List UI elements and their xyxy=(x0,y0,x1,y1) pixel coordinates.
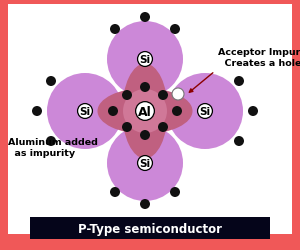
Text: Si: Si xyxy=(140,55,151,65)
Circle shape xyxy=(140,83,150,93)
Circle shape xyxy=(234,136,244,146)
Circle shape xyxy=(172,106,182,117)
Ellipse shape xyxy=(122,64,168,159)
Text: Aluminum added
  as impurity: Aluminum added as impurity xyxy=(8,138,98,157)
Circle shape xyxy=(47,74,123,150)
Text: Si: Si xyxy=(200,106,211,117)
Circle shape xyxy=(46,77,56,87)
Circle shape xyxy=(32,106,42,117)
Circle shape xyxy=(122,91,132,101)
Circle shape xyxy=(123,90,167,134)
Text: Si: Si xyxy=(80,106,91,117)
Circle shape xyxy=(122,122,132,132)
Circle shape xyxy=(158,91,168,101)
Text: Al: Al xyxy=(138,105,152,118)
Ellipse shape xyxy=(98,89,193,134)
Circle shape xyxy=(248,106,258,117)
Circle shape xyxy=(234,77,244,87)
FancyBboxPatch shape xyxy=(8,5,292,234)
Circle shape xyxy=(108,106,118,117)
Circle shape xyxy=(140,13,150,23)
Circle shape xyxy=(140,130,150,140)
Circle shape xyxy=(140,199,150,209)
Circle shape xyxy=(170,25,180,35)
Circle shape xyxy=(172,89,184,101)
Circle shape xyxy=(46,136,56,146)
Text: Acceptor Impurity
  Creates a hole: Acceptor Impurity Creates a hole xyxy=(218,48,300,68)
Circle shape xyxy=(110,25,120,35)
Circle shape xyxy=(170,187,180,197)
Text: P-Type semiconductor: P-Type semiconductor xyxy=(78,222,222,234)
Circle shape xyxy=(110,187,120,197)
Circle shape xyxy=(158,122,168,132)
Circle shape xyxy=(107,22,183,98)
Text: Si: Si xyxy=(140,158,151,168)
Circle shape xyxy=(167,74,243,150)
FancyBboxPatch shape xyxy=(30,217,270,239)
Circle shape xyxy=(107,126,183,201)
